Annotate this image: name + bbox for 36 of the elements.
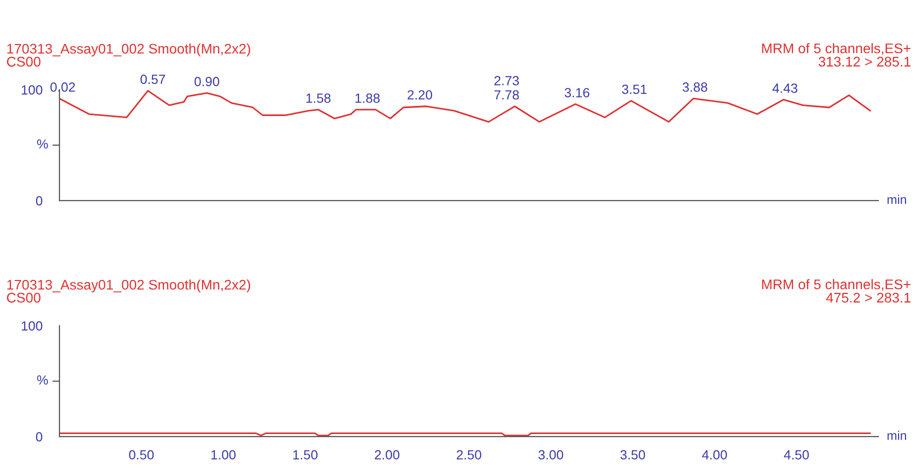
- x-tick-label: 3.50: [620, 450, 646, 460]
- annotation: 4.43: [772, 84, 798, 93]
- text: 313.12 > 285.1: [818, 56, 910, 67]
- text: MRM of 5 channels,ES+: [762, 43, 910, 55]
- chart-subtitle: CS00: [6, 292, 40, 303]
- text: MRM of 5 channels,ES+: [762, 279, 910, 291]
- y-axis-title: %: [37, 139, 48, 149]
- x-tick-label: 2.50: [456, 450, 482, 460]
- x-tick-label: 2.00: [374, 450, 400, 460]
- annotation: 3.88: [682, 82, 708, 92]
- annotation: 0.90: [194, 76, 220, 86]
- annotation: 1.88: [356, 94, 380, 103]
- chart-title: 170313_Assay01_002 Smooth(Mn,2x2): [7, 43, 250, 56]
- y-tick-label: 0: [36, 196, 42, 206]
- x-tick-label: 0.50: [129, 450, 154, 460]
- x-tick-label: 3.00: [538, 450, 564, 460]
- y-tick-label: 100: [22, 321, 42, 331]
- annotation: 2.73 7.78: [494, 76, 519, 100]
- x-tick-label: 4.50: [784, 450, 809, 460]
- x-axis-title: min: [888, 430, 906, 440]
- annotation: 2.20: [408, 90, 432, 100]
- x-tick-label: 1.50: [293, 450, 318, 460]
- annotation: 0.57: [140, 74, 166, 84]
- chart-title: 170313_Assay01_002 Smooth(Mn,2x2): [7, 279, 250, 292]
- y-tick-label: 100: [22, 85, 42, 95]
- y-axis-title: %: [37, 375, 48, 385]
- annotation: 0.02: [50, 82, 75, 92]
- y-tick-label: 0: [36, 432, 42, 442]
- text: 475.2 > 283.1: [826, 292, 910, 303]
- x-tick-label: 4.00: [702, 450, 727, 460]
- chart-subtitle: CS00: [6, 56, 40, 67]
- annotation: 3.51: [622, 84, 647, 94]
- x-axis-title: min: [888, 194, 906, 204]
- x-tick-label: 1.00: [211, 450, 236, 460]
- annotation: 3.16: [564, 88, 590, 98]
- annotation: 1.58: [306, 94, 331, 103]
